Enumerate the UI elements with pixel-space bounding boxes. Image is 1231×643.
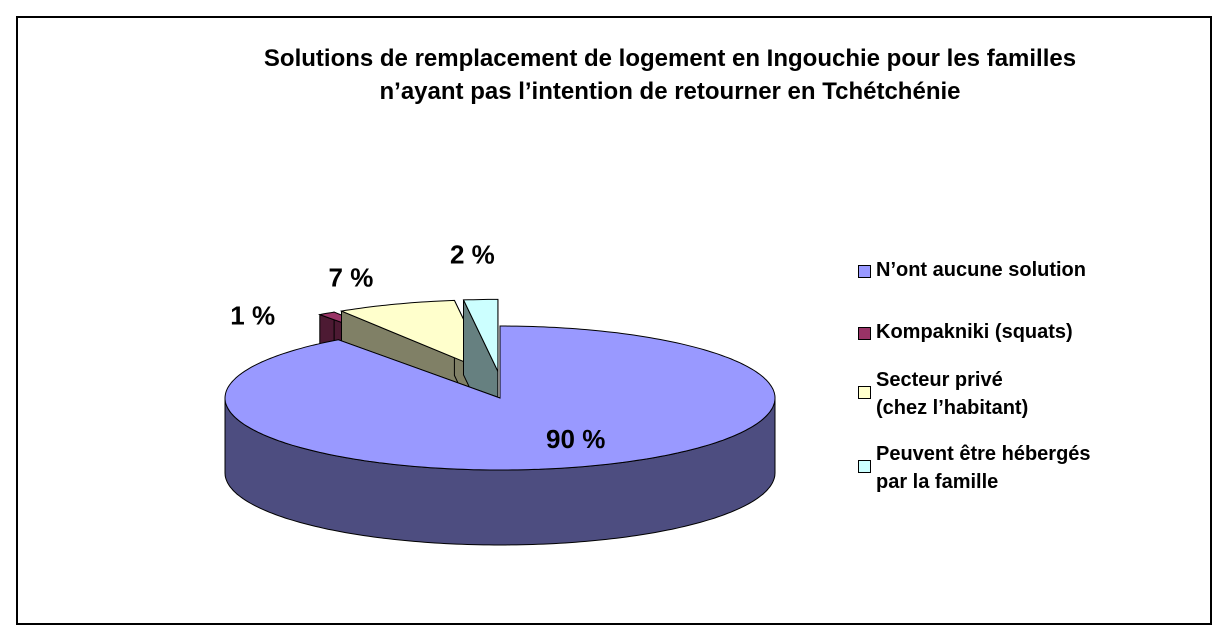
data-label: 90 % bbox=[546, 424, 605, 454]
legend-swatch bbox=[858, 265, 871, 278]
data-label: 2 % bbox=[450, 240, 495, 270]
legend-label: Secteur privé (chez l’habitant) bbox=[876, 369, 1029, 419]
legend-label: N’ont aucune solution bbox=[876, 259, 1086, 281]
chart-frame bbox=[16, 16, 1212, 625]
slice-top bbox=[462, 298, 499, 372]
legend-swatch bbox=[858, 460, 871, 473]
legend-swatch bbox=[858, 327, 871, 340]
chart-title: Solutions de remplacement de logement en… bbox=[263, 45, 1077, 105]
data-label: 1 % bbox=[230, 301, 275, 331]
legend-label: Kompakniki (squats) bbox=[876, 321, 1073, 343]
slice-top bbox=[339, 299, 490, 373]
slice-top bbox=[224, 325, 776, 471]
legend-swatch bbox=[858, 386, 871, 399]
legend-label: Peuvent être hébergés par la famille bbox=[876, 443, 1091, 493]
slice bbox=[224, 325, 776, 546]
data-label: 7 % bbox=[329, 263, 374, 293]
